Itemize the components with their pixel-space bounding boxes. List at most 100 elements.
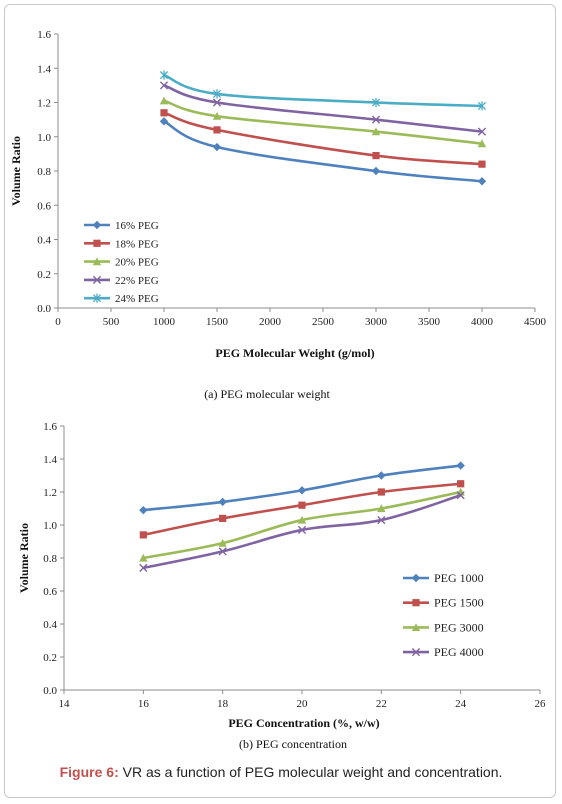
data-point bbox=[297, 486, 307, 495]
figure-caption-text: VR as a function of PEG molecular weight… bbox=[122, 764, 503, 780]
y-tick-label: 0.8 bbox=[37, 166, 51, 178]
data-point bbox=[219, 514, 227, 522]
data-point bbox=[218, 538, 227, 547]
series-4 bbox=[159, 81, 487, 136]
y-tick-label: 1.4 bbox=[43, 454, 57, 466]
data-point bbox=[159, 117, 169, 126]
data-point bbox=[377, 488, 385, 496]
legend-item: 20% PEG bbox=[84, 257, 159, 269]
data-point bbox=[298, 501, 306, 509]
series-line bbox=[163, 99, 483, 145]
data-point bbox=[477, 139, 487, 148]
series-4 bbox=[139, 491, 465, 572]
legend-label: 22% PEG bbox=[115, 275, 159, 287]
y-tick-label: 0.8 bbox=[43, 553, 57, 565]
axes: 0.0 0.2 0.4 0.6 0.8 1.0 1.2 1.4 1.6 14 16 18 20 22 24 2… bbox=[43, 421, 546, 710]
legend-item: 22% PEG bbox=[84, 275, 159, 287]
legend-item: 16% PEG bbox=[84, 220, 159, 232]
data-point bbox=[456, 461, 465, 470]
y-tick-label: 1.0 bbox=[37, 132, 51, 144]
legend-item: 24% PEG bbox=[84, 293, 159, 305]
x-tick-label: 22 bbox=[376, 698, 387, 710]
x-tick-label: 1500 bbox=[206, 316, 229, 328]
data-point bbox=[297, 525, 307, 535]
x-tick-label: 24 bbox=[455, 698, 467, 710]
data-point bbox=[139, 531, 147, 539]
data-point bbox=[457, 480, 465, 488]
y-axis-label: Volume Ratio bbox=[17, 523, 31, 593]
data-point bbox=[159, 81, 169, 90]
legend: PEG 1000 PEG 1500 PEG 3000 PEG 4000 bbox=[395, 565, 515, 668]
y-tick-label: 0.6 bbox=[43, 586, 57, 598]
legend-marker bbox=[92, 275, 102, 284]
data-point bbox=[213, 126, 221, 134]
x-tick-label: 500 bbox=[103, 316, 120, 328]
x-tick-label: 18 bbox=[217, 698, 229, 710]
legend-label: 24% PEG bbox=[115, 293, 159, 305]
legend-item: PEG 1500 bbox=[403, 596, 484, 610]
series-line bbox=[163, 120, 483, 183]
series-line bbox=[163, 111, 483, 166]
x-tick-label: 16 bbox=[138, 698, 150, 710]
data-point bbox=[212, 112, 222, 120]
y-tick-label: 1.2 bbox=[43, 487, 57, 499]
legend-item: 18% PEG bbox=[84, 238, 159, 250]
chart-2: 0.0 0.2 0.4 0.6 0.8 1.0 1.2 1.4 1.6 14 16 18 20 22 24 2… bbox=[17, 421, 546, 751]
y-tick-label: 0.6 bbox=[37, 200, 51, 212]
legend-marker bbox=[412, 599, 420, 607]
legend-label: PEG 3000 bbox=[434, 620, 484, 634]
data-point bbox=[456, 491, 465, 500]
y-axis-label: Volume Ratio bbox=[9, 136, 23, 206]
data-point bbox=[477, 127, 487, 136]
x-tick-label: 2000 bbox=[259, 316, 282, 328]
figure-caption: Figure 6: VR as a function of PEG molecu… bbox=[0, 764, 562, 780]
data-point bbox=[218, 497, 227, 507]
x-tick-label: 1000 bbox=[153, 316, 176, 328]
data-point bbox=[371, 97, 381, 108]
x-tick-label: 3000 bbox=[365, 316, 388, 328]
data-point bbox=[377, 515, 386, 525]
data-point bbox=[160, 109, 168, 117]
figure-label: Figure 6: bbox=[59, 764, 119, 780]
series-2 bbox=[160, 109, 486, 168]
data-point bbox=[159, 96, 169, 105]
chart-subcaption: (b) PEG concentration bbox=[239, 737, 347, 751]
data-point bbox=[477, 101, 487, 111]
series-2 bbox=[139, 480, 465, 539]
data-point bbox=[297, 515, 307, 524]
legend-label: 18% PEG bbox=[115, 238, 159, 250]
chart-subcaption: (a) PEG molecular weight bbox=[204, 387, 330, 401]
series-line bbox=[163, 84, 483, 133]
data-point bbox=[159, 70, 169, 80]
legend-marker bbox=[92, 257, 102, 266]
legend-label: PEG 4000 bbox=[434, 645, 484, 659]
legend-item: PEG 3000 bbox=[403, 620, 484, 634]
series-line bbox=[163, 73, 483, 108]
x-tick-label: 3500 bbox=[418, 316, 441, 328]
x-axis-label: PEG Concentration (%, w/w) bbox=[228, 716, 379, 730]
legend-marker bbox=[92, 293, 102, 303]
data-point bbox=[371, 166, 381, 176]
legend-marker bbox=[92, 220, 102, 230]
data-point bbox=[218, 547, 227, 556]
series-3 bbox=[139, 487, 465, 562]
y-tick-label: 1.2 bbox=[37, 98, 51, 110]
x-tick-label: 0 bbox=[55, 316, 61, 328]
legend-marker bbox=[411, 573, 421, 583]
y-tick-label: 1.0 bbox=[43, 520, 57, 532]
data-point bbox=[377, 471, 386, 480]
y-tick-label: 1.4 bbox=[37, 63, 51, 75]
legend-item: PEG 1000 bbox=[403, 571, 484, 585]
x-axis-label: PEG Molecular Weight (g/mol) bbox=[215, 346, 374, 360]
data-point bbox=[139, 505, 148, 515]
legend-marker bbox=[93, 239, 101, 247]
data-point bbox=[212, 89, 222, 99]
x-tick-label: 2500 bbox=[312, 316, 335, 328]
data-point bbox=[212, 142, 222, 152]
series-1 bbox=[159, 117, 487, 186]
data-point bbox=[372, 151, 380, 160]
y-tick-label: 0.4 bbox=[37, 235, 51, 247]
y-tick-label: 0.4 bbox=[43, 619, 57, 631]
axes: 0.0 0.2 0.4 0.6 0.8 1.0 1.2 1.4 1.6 0 500 1000 1500 2… bbox=[37, 29, 546, 328]
